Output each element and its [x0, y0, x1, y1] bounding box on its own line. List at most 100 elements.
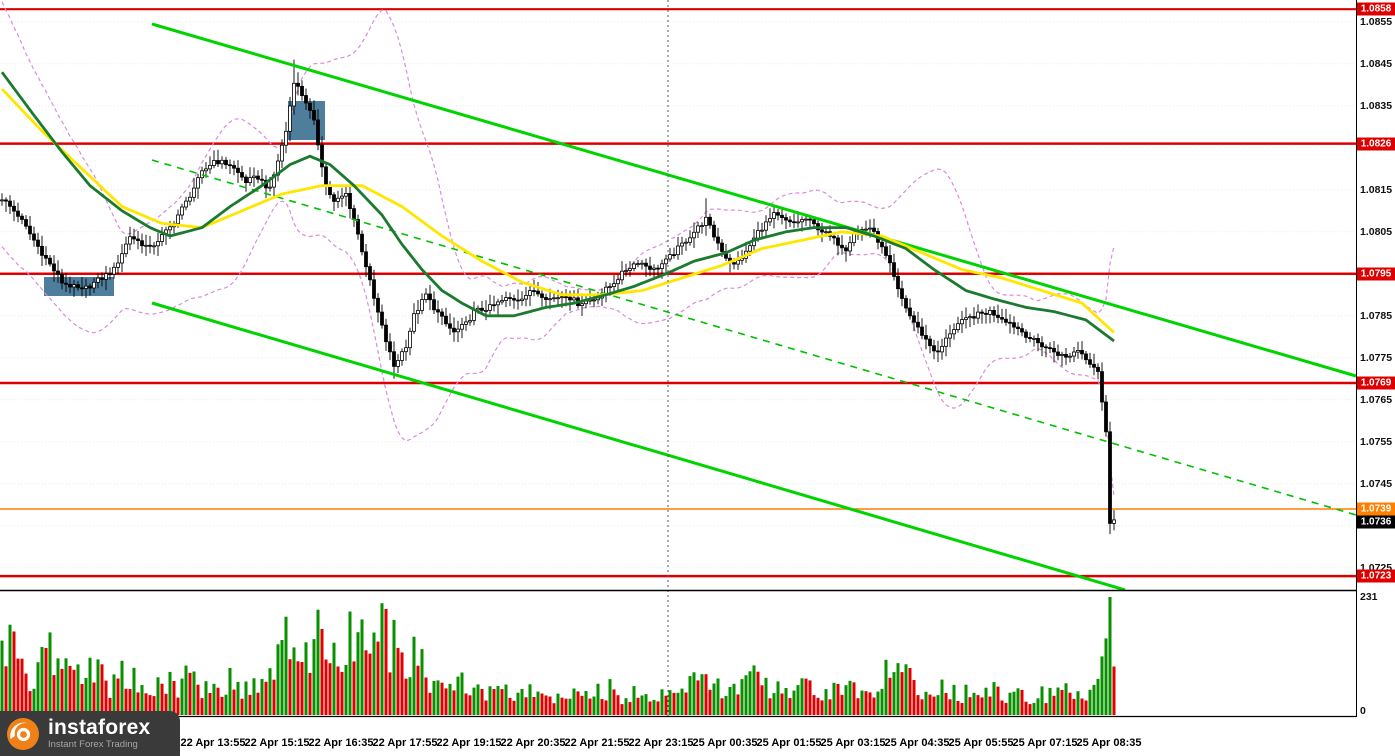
volume-bar: [744, 675, 748, 715]
volume-bar: [1052, 695, 1056, 715]
candle: [536, 290, 540, 295]
price-axis-label: 1.0785: [1360, 309, 1393, 322]
volume-bar: [496, 686, 500, 715]
volume-bar: [76, 664, 80, 715]
volume-bar: [504, 684, 508, 715]
candle: [384, 324, 388, 343]
volume-bar: [332, 642, 336, 715]
candle: [32, 233, 36, 241]
volume-bar: [880, 688, 884, 715]
price-axis-label: 1.0835: [1360, 99, 1393, 112]
volume-bar: [1012, 691, 1016, 715]
volume-bar: [524, 697, 528, 715]
volume-bar: [312, 639, 316, 715]
candle: [952, 329, 956, 335]
volume-bar: [1000, 700, 1004, 715]
candle: [540, 293, 544, 298]
candle: [812, 219, 816, 225]
volume-bar: [760, 685, 764, 715]
candle: [460, 324, 464, 330]
channel-midline-dashed: [151, 159, 1356, 516]
candle: [352, 208, 356, 220]
candle: [212, 160, 216, 166]
volume-bar: [180, 678, 184, 715]
volume-bar: [956, 701, 960, 715]
candle: [1088, 359, 1092, 365]
candle: [912, 315, 916, 323]
candle: [116, 262, 120, 268]
volume-bar: [368, 653, 372, 715]
candle: [768, 218, 772, 223]
candle: [692, 231, 696, 239]
candle: [512, 298, 516, 301]
volume-bar: [592, 696, 596, 715]
volume-bar: [272, 679, 276, 715]
candle: [188, 196, 192, 202]
volume-bar: [712, 683, 716, 715]
candle: [532, 290, 536, 293]
volume-bar: [400, 652, 404, 715]
volume-bar: [792, 690, 796, 715]
volume-bar: [0, 640, 4, 715]
candle: [300, 86, 304, 97]
candle: [16, 210, 20, 217]
volume-bar: [828, 699, 832, 715]
candle: [716, 236, 720, 244]
candle: [1044, 346, 1048, 349]
candle: [548, 298, 552, 301]
candle: [324, 166, 328, 186]
logo-tagline: Instant Forex Trading: [48, 739, 138, 751]
volume-bar: [468, 695, 472, 715]
volume-bar: [968, 697, 972, 715]
candle: [424, 293, 428, 300]
volume-bar: [1092, 684, 1096, 715]
candle: [168, 226, 172, 231]
volume-bar: [416, 665, 420, 715]
logo-brand: instaforex: [48, 715, 151, 739]
candle: [284, 130, 288, 146]
volume-bar: [1088, 689, 1092, 715]
volume-bar: [916, 695, 920, 715]
volume-bar: [1072, 698, 1076, 715]
volume-bar: [840, 694, 844, 715]
candle: [820, 229, 824, 233]
candle: [416, 310, 420, 315]
candle: [412, 313, 416, 332]
candle: [376, 297, 380, 313]
volume-bar: [1100, 656, 1104, 715]
candle: [260, 178, 264, 181]
volume-bar: [976, 695, 980, 715]
candle: [848, 242, 852, 252]
volume-bar: [128, 689, 132, 715]
volume-bar: [296, 661, 300, 715]
volume-bar: [392, 619, 396, 715]
volume-bar: [1068, 692, 1072, 715]
volume-bar: [868, 692, 872, 715]
time-axis-label: 25 Apr 07:15: [1012, 737, 1078, 749]
logo-text: instaforex Instant Forex Trading: [48, 715, 151, 751]
volume-bar: [784, 688, 788, 715]
volume-bar: [604, 700, 608, 715]
volume-bar: [596, 683, 600, 715]
volume-bar: [284, 616, 288, 715]
ma-yellow-line: [0, 88, 1115, 334]
volume-bar: [940, 679, 944, 715]
candle: [904, 298, 908, 309]
volume-bar: [300, 662, 304, 715]
volume-bar: [28, 691, 32, 715]
price-level-badge: 1.0795: [1357, 267, 1395, 281]
candle: [160, 234, 164, 242]
time-axis-label: 22 Apr 16:35: [308, 737, 374, 749]
volume-bar: [692, 672, 696, 715]
candle: [436, 309, 440, 313]
volume-bar: [108, 697, 112, 715]
candle: [1072, 351, 1076, 357]
volume-bar: [152, 696, 156, 715]
candle: [1064, 353, 1068, 358]
volume-bar: [1004, 702, 1008, 715]
candle: [880, 241, 884, 248]
candle: [516, 299, 520, 302]
candle: [964, 317, 968, 320]
candle: [340, 195, 344, 199]
